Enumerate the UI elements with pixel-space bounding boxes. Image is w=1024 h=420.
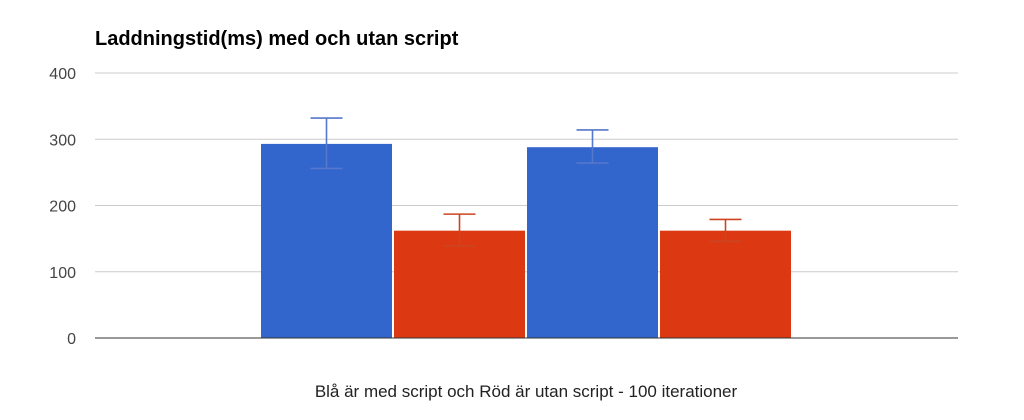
y-tick-label-100: 100 bbox=[49, 265, 76, 282]
y-tick-label-200: 200 bbox=[49, 199, 76, 216]
error-bar-1 bbox=[310, 117, 343, 170]
error-bar-3 bbox=[576, 129, 609, 164]
x-axis-label: Blå är med script och Röd är utan script… bbox=[315, 382, 738, 401]
error-bar-4 bbox=[709, 218, 742, 243]
chart-title: Laddningstid(ms) med och utan script bbox=[95, 28, 459, 50]
error-bar-2 bbox=[443, 213, 476, 247]
y-tick-label-400: 400 bbox=[49, 66, 76, 83]
gridlines bbox=[95, 72, 958, 273]
error-bars bbox=[310, 117, 742, 247]
bar-2 bbox=[394, 230, 525, 338]
y-tick-label-0: 0 bbox=[67, 331, 76, 348]
bars bbox=[261, 143, 791, 338]
y-axis-tick-labels: 0 100 200 300 400 bbox=[49, 66, 76, 348]
bar-3 bbox=[527, 147, 658, 338]
bar-4 bbox=[660, 230, 791, 338]
bar-1 bbox=[261, 143, 392, 338]
y-tick-label-300: 300 bbox=[49, 132, 76, 149]
